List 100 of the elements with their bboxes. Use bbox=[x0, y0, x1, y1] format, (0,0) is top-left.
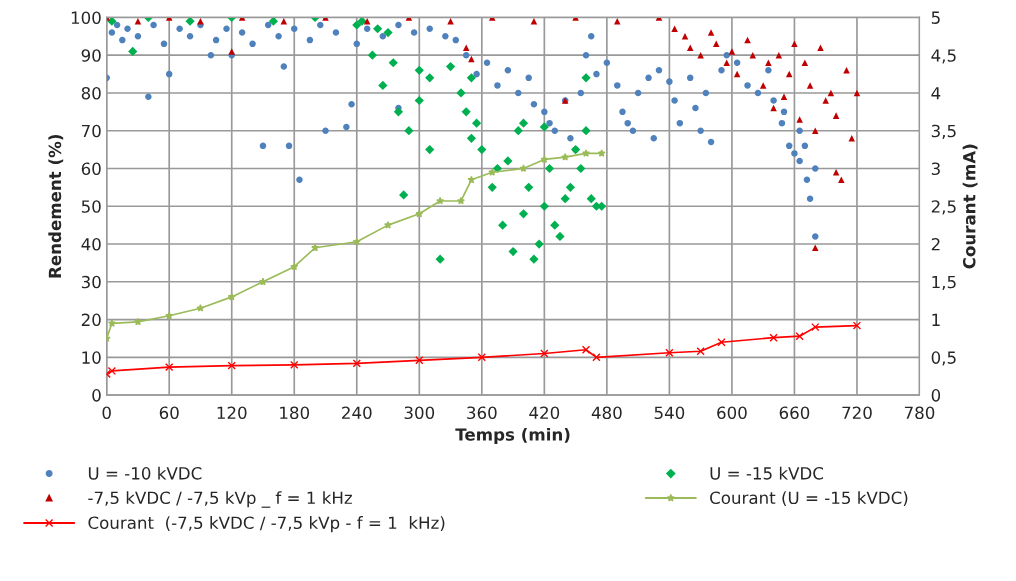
point bbox=[555, 231, 565, 242]
point bbox=[414, 65, 424, 75]
point bbox=[518, 209, 529, 219]
point bbox=[268, 17, 279, 26]
point bbox=[796, 116, 803, 123]
y2-tick-label: 1 bbox=[932, 313, 940, 326]
point bbox=[384, 220, 393, 229]
point bbox=[848, 135, 855, 142]
point bbox=[561, 152, 570, 161]
point bbox=[713, 40, 720, 48]
point bbox=[503, 156, 513, 166]
point bbox=[290, 262, 299, 271]
y2-axis-title: Courant (mA) bbox=[962, 144, 978, 269]
point bbox=[196, 304, 205, 312]
point bbox=[671, 25, 678, 33]
point bbox=[822, 97, 829, 104]
point bbox=[785, 70, 793, 78]
point bbox=[775, 51, 783, 59]
y2-tick-label: 5 bbox=[931, 11, 940, 24]
x-tick-label: 660 bbox=[779, 406, 810, 420]
point bbox=[582, 149, 591, 157]
y-tick-label: 30 bbox=[81, 275, 101, 289]
point bbox=[508, 246, 518, 257]
point bbox=[838, 176, 845, 184]
point bbox=[415, 209, 424, 218]
point bbox=[461, 107, 471, 117]
point bbox=[290, 360, 299, 370]
point bbox=[373, 24, 383, 34]
y-tick-label: 80 bbox=[81, 86, 101, 100]
point bbox=[311, 243, 320, 252]
x-tick-label: 480 bbox=[591, 406, 622, 420]
point bbox=[812, 244, 819, 252]
point bbox=[539, 122, 549, 132]
point bbox=[425, 145, 435, 155]
y2-tick-label: 2,5 bbox=[931, 200, 956, 215]
x-tick-label: 420 bbox=[529, 406, 560, 420]
x-tick-label: 240 bbox=[342, 406, 372, 420]
point bbox=[769, 333, 778, 342]
point bbox=[488, 168, 497, 176]
y-tick-label: 0 bbox=[92, 389, 101, 402]
point bbox=[519, 164, 528, 172]
x-tick-label: 120 bbox=[217, 406, 247, 420]
point bbox=[352, 237, 361, 246]
point bbox=[477, 353, 486, 362]
point bbox=[425, 73, 435, 83]
y-axis-title: Rendement (%) bbox=[48, 134, 64, 278]
point bbox=[852, 321, 862, 330]
point bbox=[801, 59, 809, 67]
point bbox=[456, 88, 466, 98]
point bbox=[357, 17, 367, 26]
point bbox=[388, 58, 398, 68]
point bbox=[487, 182, 497, 192]
point bbox=[367, 50, 378, 60]
x-axis-title: Temps (min) bbox=[455, 427, 570, 445]
x-tick-label: 360 bbox=[467, 406, 497, 420]
point bbox=[681, 33, 689, 40]
point bbox=[795, 331, 804, 341]
y2-tick-label: 3 bbox=[931, 162, 940, 176]
point bbox=[415, 356, 424, 365]
legend-label: -7,5 kVDC / -7,5 kVp _ f = 1 kHz bbox=[88, 491, 352, 508]
y-tick-label: 40 bbox=[81, 237, 101, 251]
point bbox=[832, 112, 840, 119]
y2-tick-label: 4,5 bbox=[931, 49, 956, 64]
point bbox=[534, 239, 544, 249]
y-tick-label: 70 bbox=[81, 124, 101, 138]
point bbox=[477, 145, 487, 155]
x-tick-label: 180 bbox=[280, 406, 310, 420]
y-tick-label: 20 bbox=[81, 313, 101, 327]
point bbox=[435, 254, 445, 264]
x-tick-label: 540 bbox=[654, 406, 685, 420]
point bbox=[393, 107, 404, 117]
point bbox=[378, 80, 388, 91]
point bbox=[185, 17, 195, 26]
point bbox=[581, 345, 591, 354]
point bbox=[597, 149, 606, 157]
point bbox=[456, 196, 465, 205]
point bbox=[445, 61, 456, 72]
point bbox=[806, 82, 814, 89]
y-tick-label: 90 bbox=[81, 49, 101, 62]
point bbox=[352, 359, 361, 368]
x-tick-label: 60 bbox=[159, 406, 179, 420]
point bbox=[817, 44, 824, 51]
point bbox=[133, 317, 142, 326]
point bbox=[696, 347, 705, 356]
point bbox=[576, 163, 586, 174]
point bbox=[540, 349, 549, 358]
y2-tick-label: 0 bbox=[931, 389, 941, 402]
x-tick-label: 720 bbox=[842, 406, 872, 420]
point bbox=[399, 190, 409, 200]
point bbox=[436, 196, 445, 205]
x-tick-label: 600 bbox=[717, 406, 747, 420]
y2-tick-label: 3,5 bbox=[931, 124, 956, 139]
point bbox=[780, 93, 788, 100]
point bbox=[723, 59, 730, 67]
x-tick-label: 300 bbox=[404, 406, 435, 420]
point bbox=[581, 73, 591, 83]
y-tick-label: 60 bbox=[81, 162, 101, 176]
legend-label: Courant (-7,5 kVDC / -7,5 kVp - f = 1 kHz) bbox=[88, 516, 445, 533]
point bbox=[812, 127, 819, 134]
point bbox=[513, 126, 523, 136]
